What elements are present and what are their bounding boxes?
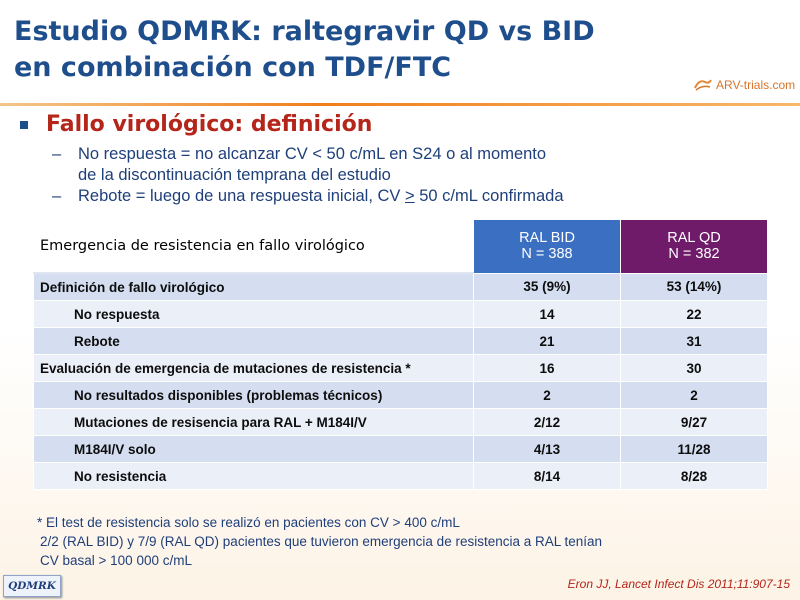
title-divider xyxy=(0,103,800,106)
reference-citation: Eron JJ, Lancet Infect Dis 2011;11:907-1… xyxy=(567,577,790,591)
table-row: No resultados disponibles (problemas téc… xyxy=(33,381,768,409)
cell-ral-qd: 31 xyxy=(620,327,768,355)
cell-ral-qd: 22 xyxy=(620,300,768,328)
title-line-1: Estudio QDMRK: raltegravir QD vs BID xyxy=(14,16,595,47)
sub-bullet-text: No respuesta = no alcanzar CV < 50 c/mL … xyxy=(78,145,547,163)
row-label: No resultados disponibles (problemas téc… xyxy=(33,381,474,409)
arv-swirl-icon xyxy=(694,79,712,91)
sub-bullet-text: Rebote = luego de una respuesta inicial,… xyxy=(78,187,564,205)
table-row: Rebote 21 31 xyxy=(33,327,768,355)
sub-bullets: – No respuesta = no alcanzar CV < 50 c/m… xyxy=(52,144,564,207)
study-tag: QDMRK xyxy=(3,575,61,597)
column-name: RAL BID xyxy=(519,230,575,247)
cell-ral-bid: 2/12 xyxy=(473,408,621,436)
bullet-heading: Fallo virológico: definición xyxy=(16,112,372,137)
resistance-table: Emergencia de resistencia en fallo virol… xyxy=(33,219,768,490)
row-label: Rebote xyxy=(33,327,474,355)
row-label: No respuesta xyxy=(33,300,474,328)
dash-glyph: – xyxy=(52,187,62,205)
table-row: Mutaciones de resisencia para RAL + M184… xyxy=(33,408,768,436)
bullet-heading-text: Fallo virológico: definición xyxy=(46,112,373,137)
sub-bullet-rebote: – Rebote = luego de una respuesta inicia… xyxy=(52,186,564,207)
cell-ral-bid: 35 (9%) xyxy=(473,272,621,301)
cell-ral-qd: 53 (14%) xyxy=(620,272,768,301)
footnote-line-1: * El test de resistencia solo se realizó… xyxy=(37,515,460,530)
footnote-line-3: CV basal > 100 000 c/mL xyxy=(40,553,192,568)
cell-ral-bid: 21 xyxy=(473,327,621,355)
slide-title: Estudio QDMRK: raltegravir QD vs BID en … xyxy=(14,14,614,86)
column-header-ral-qd: RAL QD N = 382 xyxy=(620,219,768,274)
cell-ral-qd: 30 xyxy=(620,354,768,382)
column-header-ral-bid: RAL BID N = 388 xyxy=(473,219,621,274)
row-label: M184I/V solo xyxy=(33,435,474,463)
title-line-2: en combinación con TDF/FTC xyxy=(14,52,452,83)
footnote: * El test de resistencia solo se realizó… xyxy=(37,513,602,570)
cell-ral-bid: 8/14 xyxy=(473,462,621,490)
table-row: Evaluación de emergencia de mutaciones d… xyxy=(33,354,768,382)
row-label: Definición de fallo virológico xyxy=(33,272,474,301)
row-label: Evaluación de emergencia de mutaciones d… xyxy=(33,354,474,382)
table-header-row: Emergencia de resistencia en fallo virol… xyxy=(33,219,768,274)
table-row: No resistencia 8/14 8/28 xyxy=(33,462,768,490)
table-row: No respuesta 14 22 xyxy=(33,300,768,328)
logo-text: ARV-trials.com xyxy=(716,78,796,92)
row-label: No resistencia xyxy=(33,462,474,490)
column-name: RAL QD xyxy=(667,230,721,247)
sub-bullet-continuation: de la discontinuación temprana del estud… xyxy=(78,166,391,184)
arv-trials-logo: ARV-trials.com xyxy=(693,78,795,92)
bullet-square-icon xyxy=(20,120,28,129)
column-n: N = 382 xyxy=(668,246,720,263)
cell-ral-bid: 4/13 xyxy=(473,435,621,463)
cell-ral-bid: 2 xyxy=(473,381,621,409)
cell-ral-qd: 2 xyxy=(620,381,768,409)
cell-ral-qd: 11/28 xyxy=(620,435,768,463)
cell-ral-bid: 14 xyxy=(473,300,621,328)
cell-ral-qd: 8/28 xyxy=(620,462,768,490)
cell-ral-bid: 16 xyxy=(473,354,621,382)
column-n: N = 388 xyxy=(521,246,573,263)
cell-ral-qd: 9/27 xyxy=(620,408,768,436)
table-row: M184I/V solo 4/13 11/28 xyxy=(33,435,768,463)
table-row: Definición de fallo virológico 35 (9%) 5… xyxy=(33,272,768,301)
row-label: Mutaciones de resisencia para RAL + M184… xyxy=(33,408,474,436)
footnote-line-2: 2/2 (RAL BID) y 7/9 (RAL QD) pacientes q… xyxy=(40,534,603,549)
table-header-label: Emergencia de resistencia en fallo virol… xyxy=(33,219,474,274)
sub-bullet-no-respuesta: – No respuesta = no alcanzar CV < 50 c/m… xyxy=(52,144,564,165)
dash-glyph: – xyxy=(52,145,62,163)
